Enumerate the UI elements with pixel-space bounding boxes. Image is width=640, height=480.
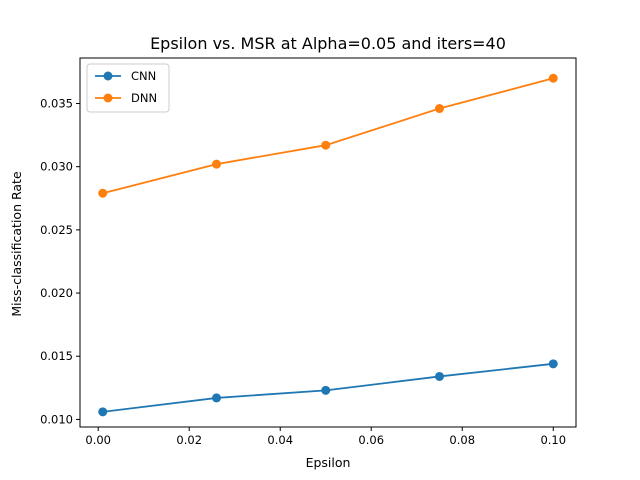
y-tick-label: 0.010 (40, 412, 73, 426)
x-tick-label: 0.04 (267, 433, 293, 447)
data-point-cnn (434, 371, 444, 381)
legend-marker-cnn (103, 71, 113, 81)
x-tick-label: 0.06 (358, 433, 384, 447)
chart-title: Epsilon vs. MSR at Alpha=0.05 and iters=… (150, 34, 506, 53)
legend-label-dnn: DNN (131, 91, 157, 105)
data-point-cnn (321, 385, 331, 395)
data-point-dnn (212, 159, 222, 169)
data-point-cnn (98, 407, 108, 417)
plot-area-frame (79, 57, 577, 428)
x-axis-label: Epsilon (306, 455, 351, 470)
y-tick-label: 0.035 (40, 96, 73, 110)
legend-marker-dnn (103, 93, 113, 103)
x-tick-label: 0.10 (540, 433, 566, 447)
data-point-dnn (434, 104, 444, 114)
y-tick-label: 0.025 (40, 223, 73, 237)
data-point-cnn (548, 359, 558, 369)
data-point-dnn (321, 140, 331, 150)
y-axis-label: Miss-classification Rate (9, 171, 24, 317)
y-tick-label: 0.015 (40, 349, 73, 363)
axis-ticks: 0.00 0.02 0.04 0.06 0.08 0.10 0.010 0.015 0.020 0… (40, 96, 566, 447)
series-layer (98, 73, 558, 417)
y-tick-label: 0.030 (40, 160, 73, 174)
x-tick-label: 0.00 (85, 433, 111, 447)
data-point-dnn (98, 188, 108, 198)
legend-label-cnn: CNN (131, 69, 156, 83)
y-tick-label: 0.020 (40, 286, 73, 300)
legend: CNN DNN (86, 63, 170, 113)
x-tick-label: 0.02 (176, 433, 202, 447)
data-point-cnn (212, 393, 222, 403)
data-point-dnn (548, 73, 558, 83)
x-tick-label: 0.08 (449, 433, 475, 447)
